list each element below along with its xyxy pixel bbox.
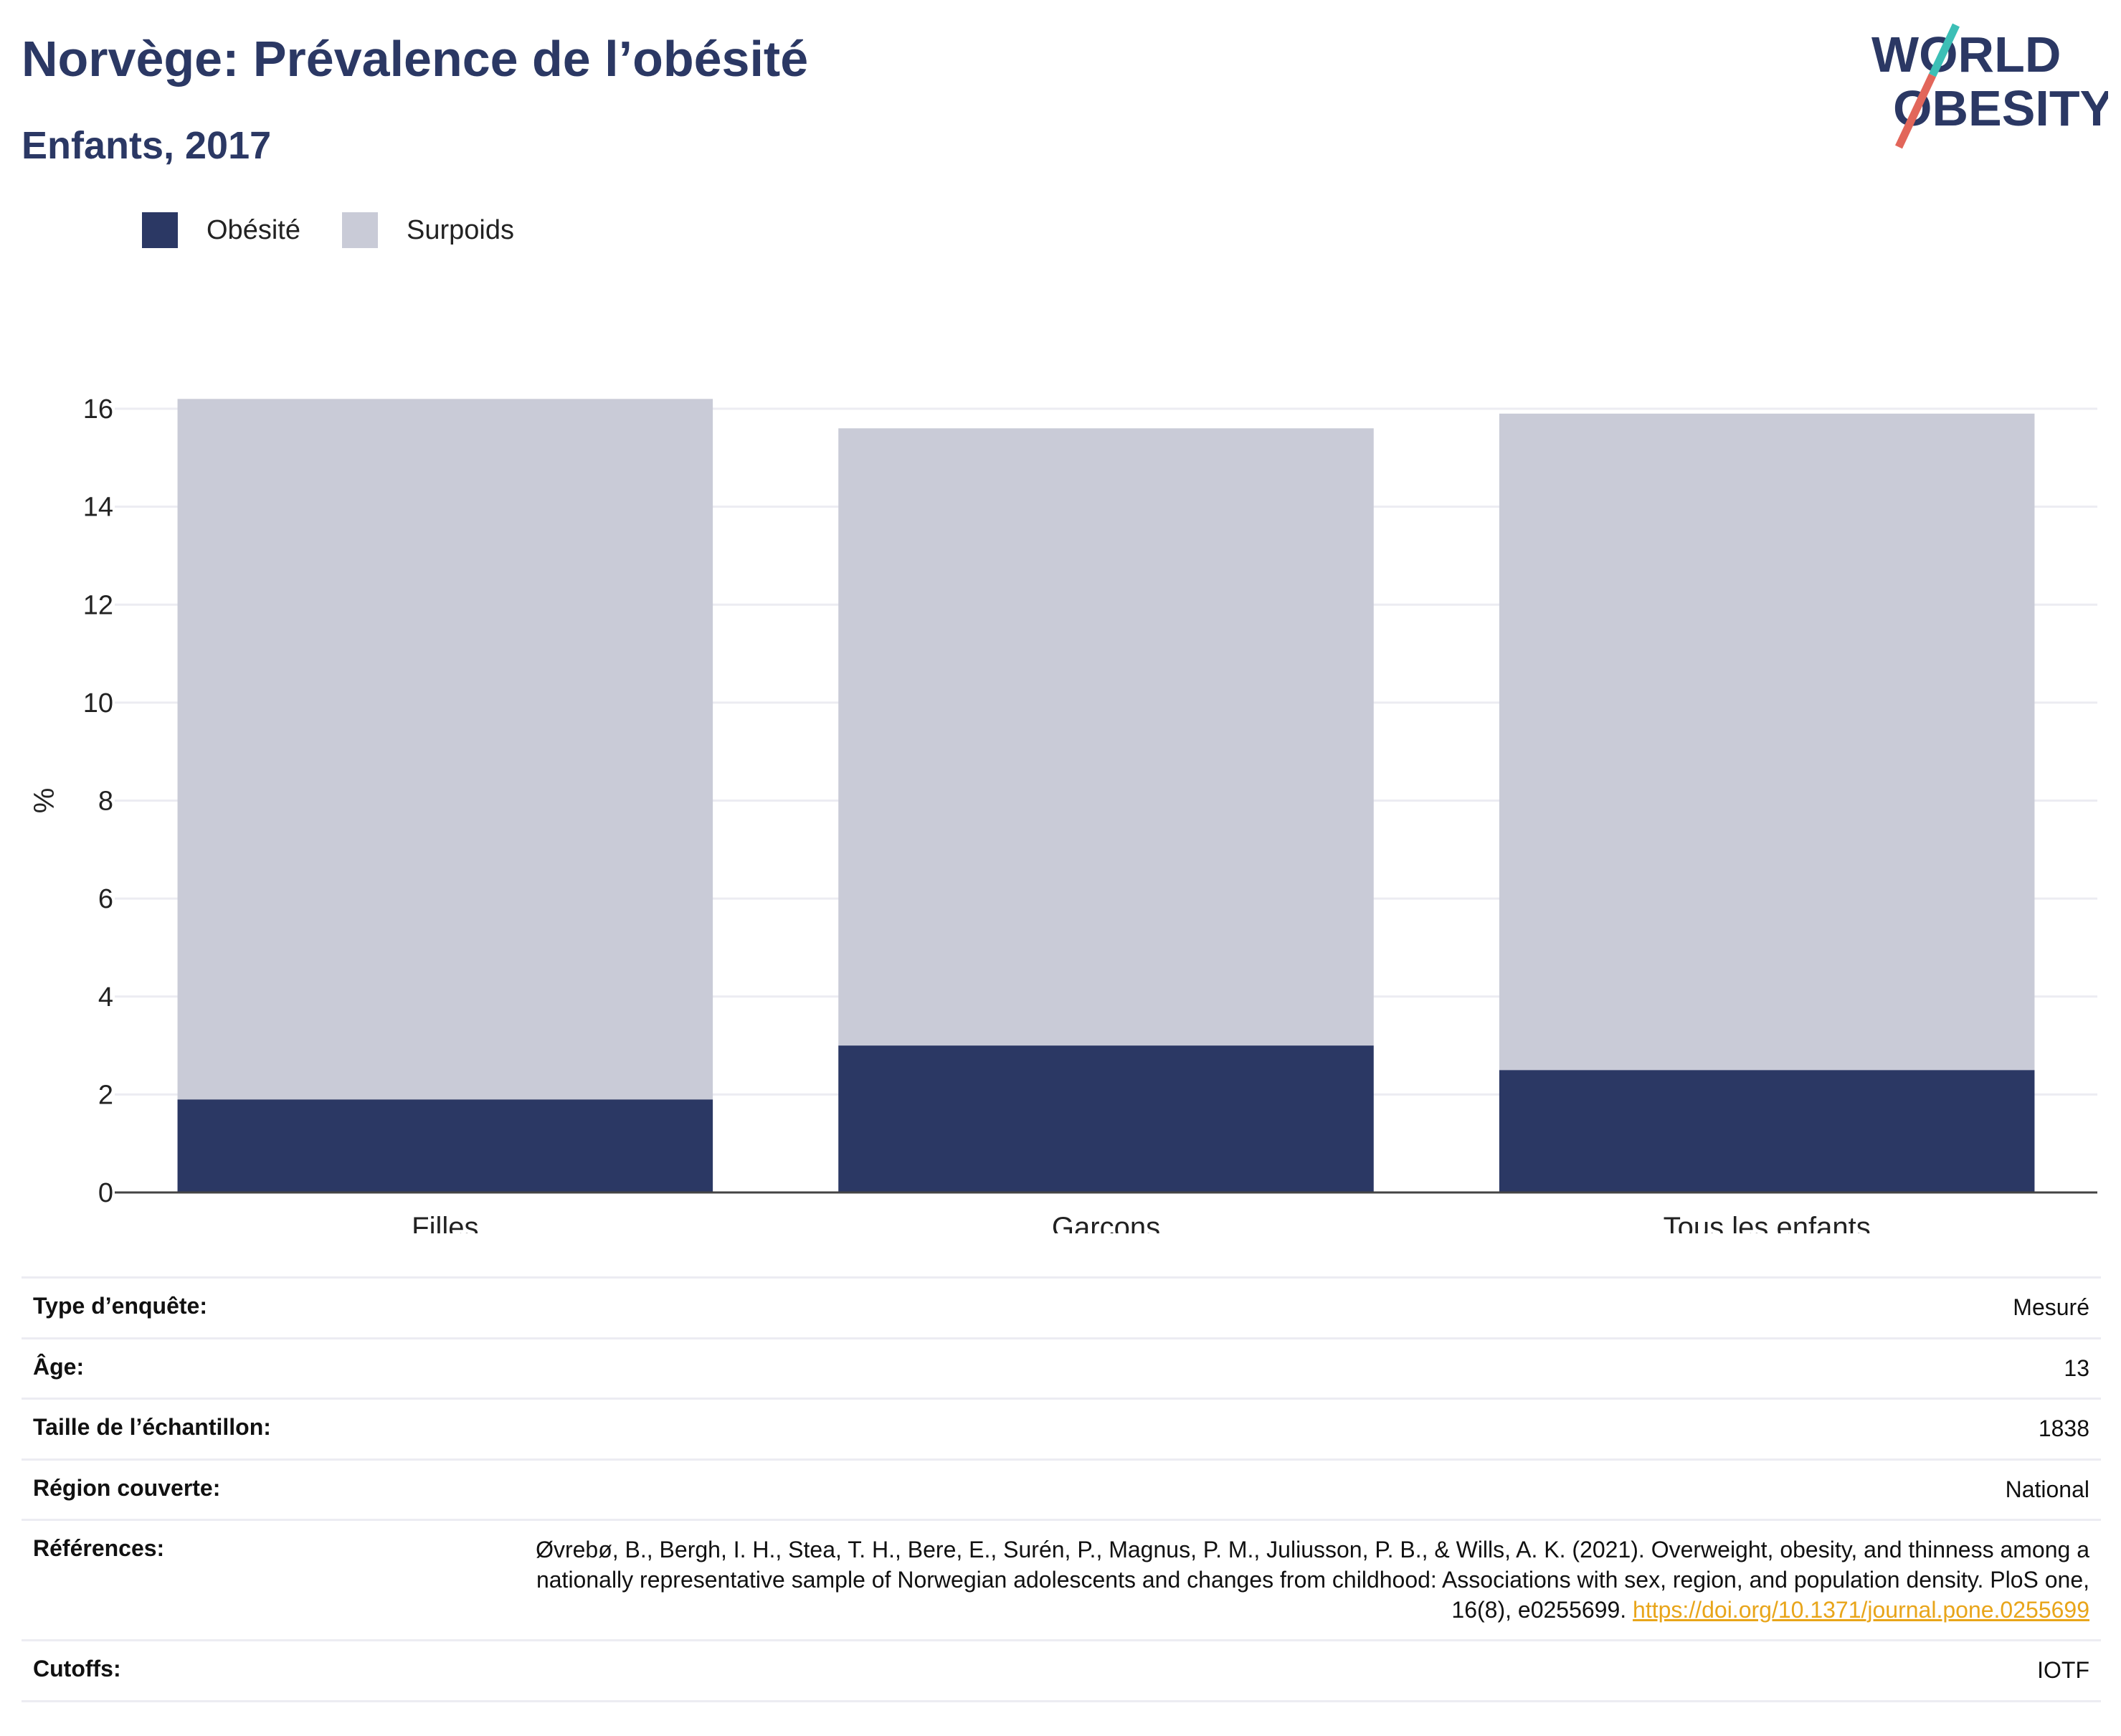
bar-overweight-1 bbox=[838, 428, 1374, 1046]
info-value-reference: Øvrebø, B., Bergh, I. H., Stea, T. H., B… bbox=[503, 1519, 2101, 1641]
y-tick-label: 0 bbox=[98, 1178, 113, 1208]
logo-slash-teal bbox=[1929, 23, 1960, 77]
bar-chart: 0 2 4 6 8 10 12 14 16% Filles Garçons Tous les enfa… bbox=[29, 394, 2097, 1233]
reference-text: Øvrebø, B., Bergh, I. H., Stea, T. H., B… bbox=[536, 1537, 2089, 1623]
info-row-survey-type: Type d’enquête: Mesuré bbox=[22, 1276, 2101, 1339]
y-tick-label: 2 bbox=[98, 1080, 113, 1110]
world-obesity-logo: WORLD OBESITY bbox=[1871, 23, 2108, 149]
info-value: 13 bbox=[503, 1337, 2101, 1399]
bar-overweight-0 bbox=[177, 399, 713, 1100]
bar-obesity-1 bbox=[838, 1045, 1374, 1192]
info-row-references: Références: Øvrebø, B., Bergh, I. H., St… bbox=[22, 1519, 2101, 1641]
info-value: 1838 bbox=[503, 1398, 2101, 1460]
info-key: Âge: bbox=[22, 1337, 503, 1399]
logo-slash-coral bbox=[1895, 73, 1936, 149]
info-key: Références: bbox=[22, 1519, 503, 1641]
y-axis-label: % bbox=[29, 788, 60, 814]
x-tick-label: Tous les enfants bbox=[1664, 1212, 1871, 1233]
y-tick-label: 12 bbox=[83, 590, 113, 620]
page-title: Norvège: Prévalence de l’obésité bbox=[22, 31, 809, 87]
info-value: Mesuré bbox=[503, 1276, 2101, 1339]
info-key: Type d’enquête: bbox=[22, 1276, 503, 1339]
y-tick-label: 14 bbox=[83, 493, 113, 523]
info-row-sample-size: Taille de l’échantillon: 1838 bbox=[22, 1398, 2101, 1460]
info-row-region: Région couverte: National bbox=[22, 1458, 2101, 1520]
info-value: IOTF bbox=[503, 1639, 2101, 1702]
reference-doi-link[interactable]: https://doi.org/10.1371/journal.pone.025… bbox=[1633, 1596, 2089, 1623]
info-row-age: Âge: 13 bbox=[22, 1337, 2101, 1399]
legend-label-obesity: Obésité bbox=[207, 214, 300, 245]
legend-item-overweight[interactable]: Surpoids bbox=[341, 212, 514, 248]
bar-obesity-2 bbox=[1499, 1070, 2035, 1192]
y-tick-label: 4 bbox=[98, 982, 113, 1012]
legend-swatch-overweight bbox=[341, 212, 378, 248]
y-tick-label: 6 bbox=[98, 884, 113, 914]
legend-swatch-obesity bbox=[142, 212, 178, 248]
page-subtitle: Enfants, 2017 bbox=[22, 124, 272, 167]
x-tick-label: Garçons bbox=[1052, 1212, 1160, 1233]
legend-label-overweight: Surpoids bbox=[406, 214, 514, 245]
info-key: Cutoffs: bbox=[22, 1639, 503, 1702]
logo-text-world: WORLD bbox=[1871, 27, 2061, 82]
y-tick-label: 16 bbox=[83, 394, 113, 424]
info-value: National bbox=[503, 1458, 2101, 1520]
survey-info-table: Type d’enquête: Mesuré Âge: 13 Taille de… bbox=[22, 1276, 2101, 1702]
info-key: Région couverte: bbox=[22, 1458, 503, 1520]
y-tick-label: 10 bbox=[83, 688, 113, 718]
bar-overweight-2 bbox=[1499, 413, 2035, 1071]
info-key: Taille de l’échantillon: bbox=[22, 1398, 503, 1460]
bar-obesity-0 bbox=[177, 1099, 713, 1192]
x-tick-label: Filles bbox=[412, 1212, 478, 1233]
chart-legend: Obésité Surpoids bbox=[142, 212, 556, 248]
info-row-cutoffs: Cutoffs: IOTF bbox=[22, 1639, 2101, 1702]
y-tick-label: 8 bbox=[98, 787, 113, 817]
legend-item-obesity[interactable]: Obésité bbox=[142, 212, 300, 248]
